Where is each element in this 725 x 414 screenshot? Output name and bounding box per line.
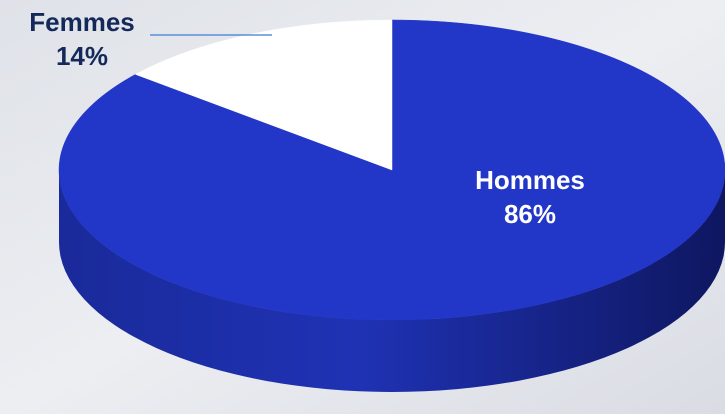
label-femmes: Femmes 14% (29, 7, 135, 71)
pie-side (59, 170, 725, 392)
slice-value-label: 14% (56, 41, 108, 71)
slice-label: Hommes (475, 165, 585, 195)
slice-label: Femmes (29, 7, 135, 37)
label-hommes: Hommes 86% (475, 165, 585, 229)
pie (58, 19, 725, 392)
slice-value-label: 86% (504, 199, 556, 229)
